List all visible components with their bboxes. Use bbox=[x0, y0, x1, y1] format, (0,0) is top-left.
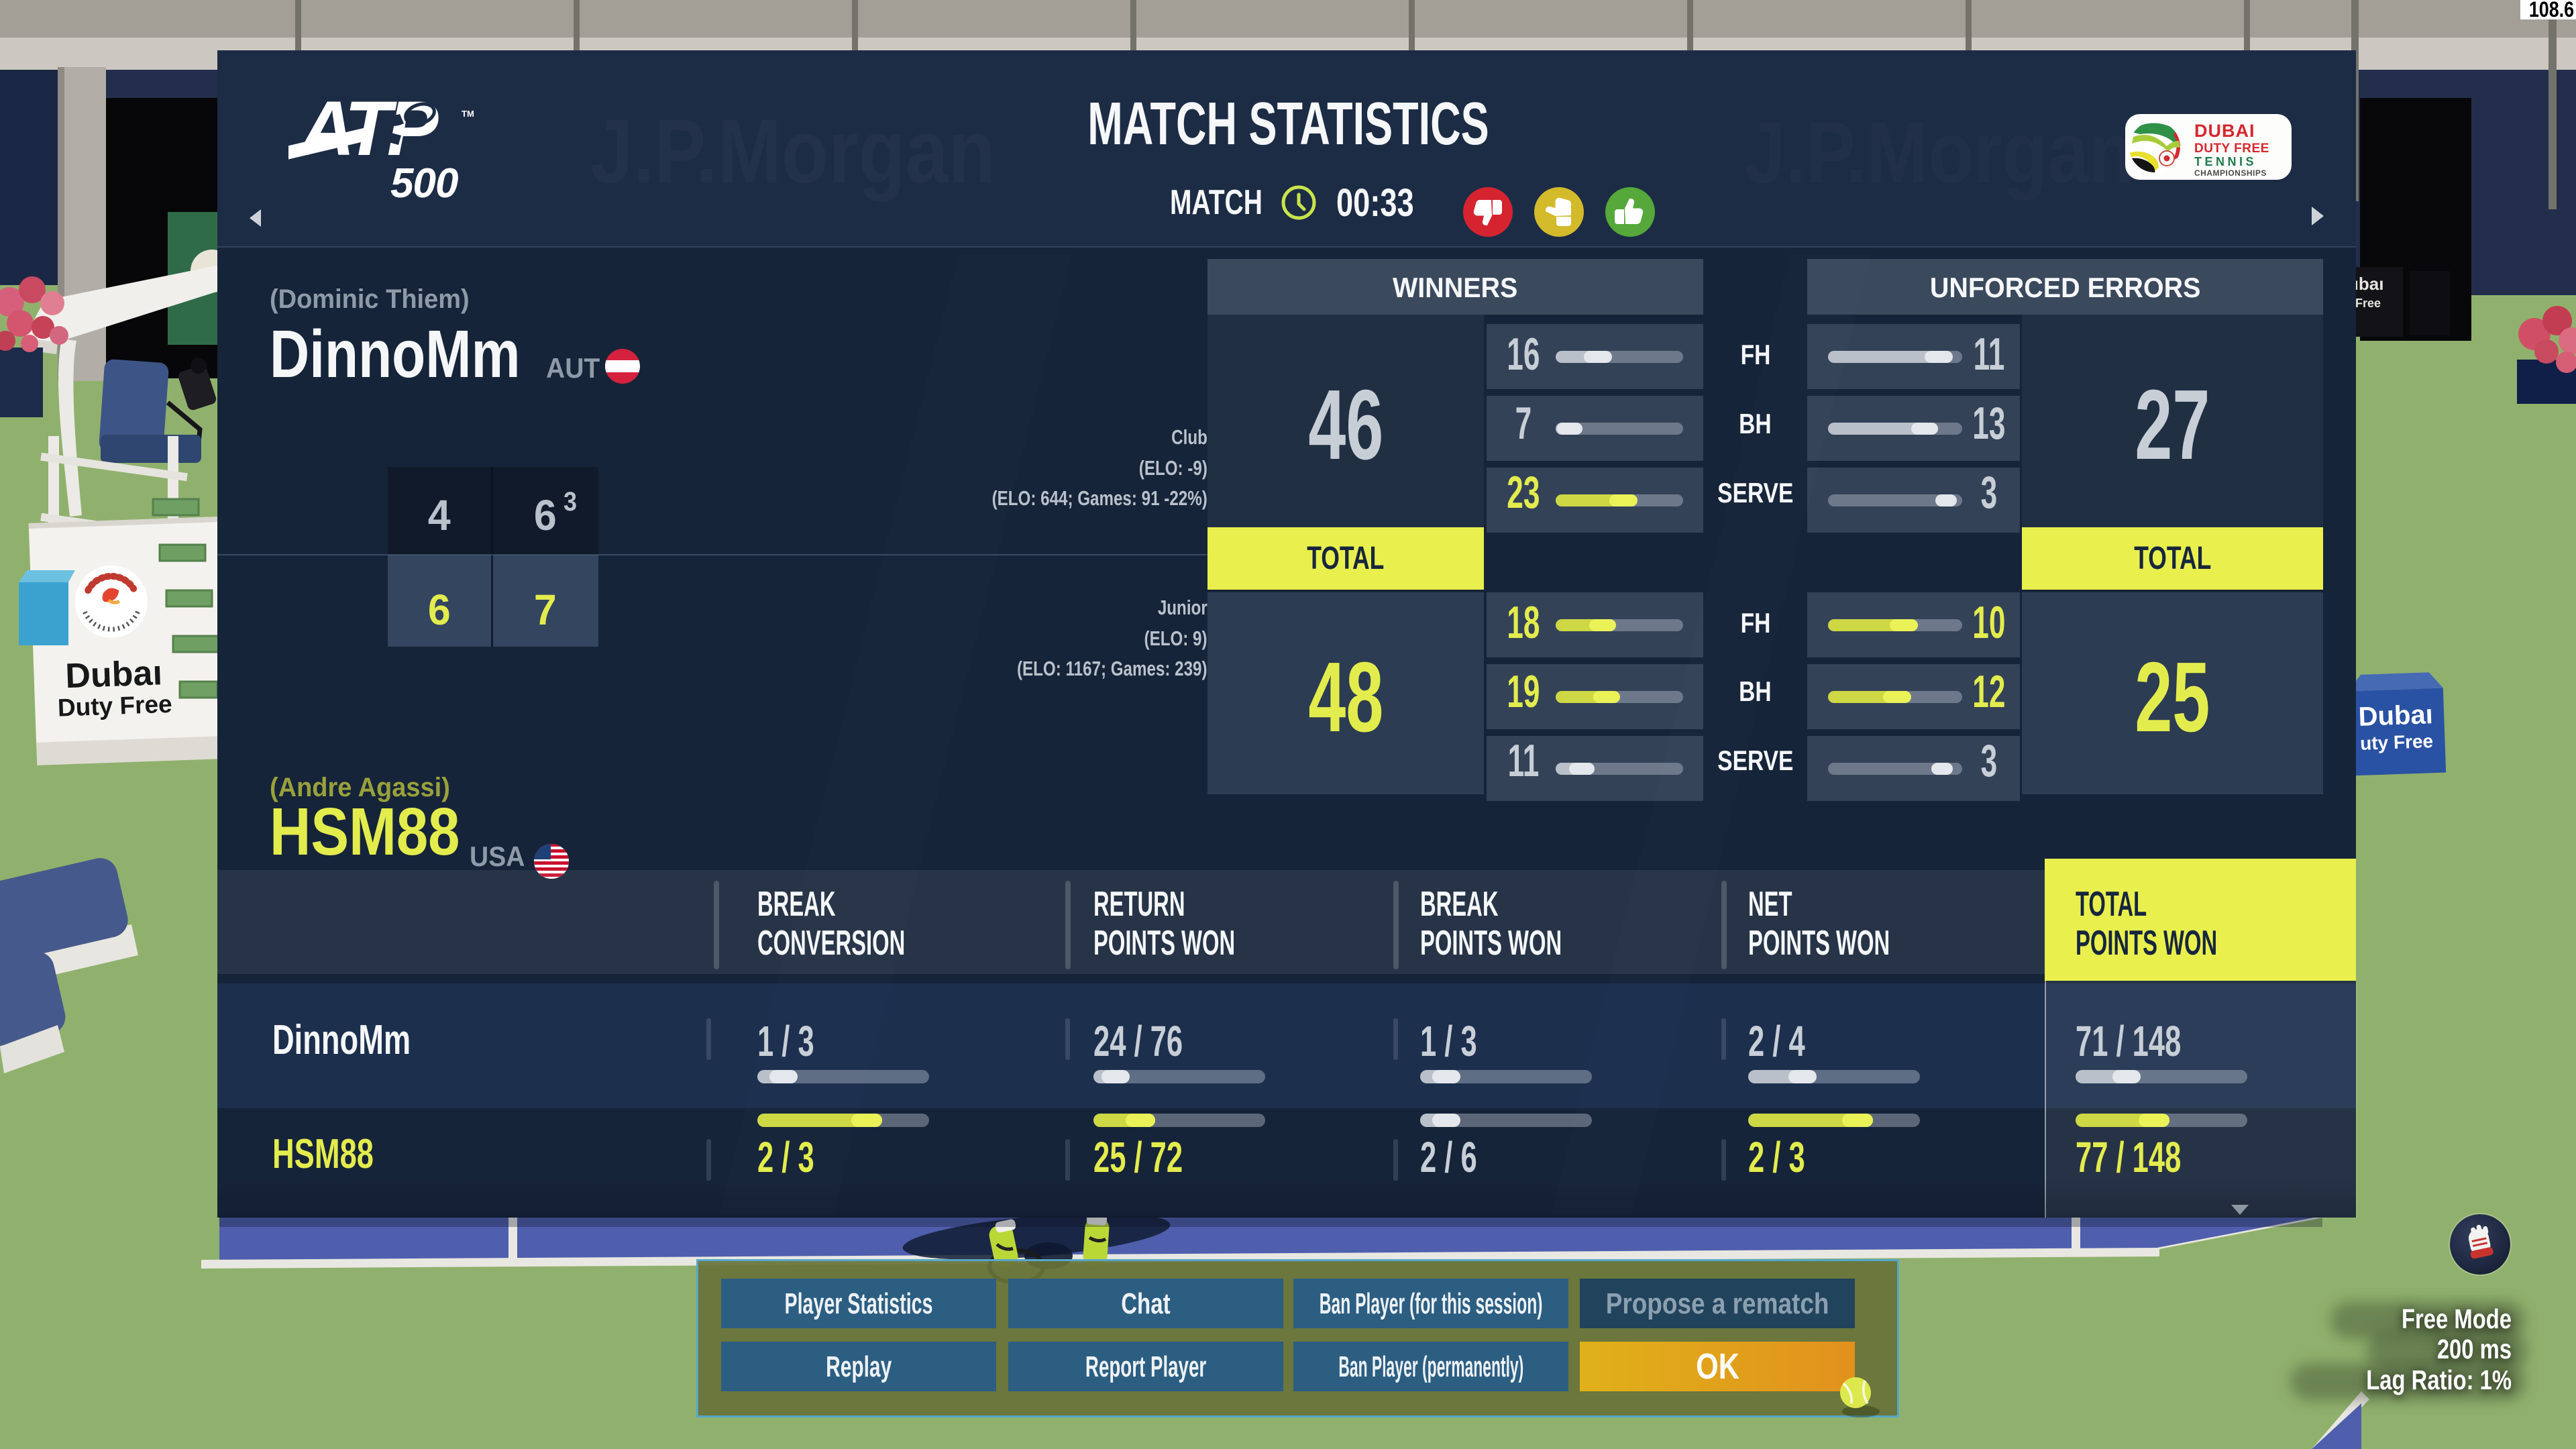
svg-text:uty Free: uty Free bbox=[2360, 731, 2434, 754]
svg-text:DUBAI: DUBAI bbox=[2194, 121, 2255, 141]
svg-text:CHAMPIONSHIPS: CHAMPIONSHIPS bbox=[2194, 168, 2267, 178]
svg-text:500: 500 bbox=[390, 160, 458, 204]
svg-text:DUTY FREE: DUTY FREE bbox=[2194, 142, 2269, 156]
svg-text:Duty Free: Duty Free bbox=[57, 690, 172, 722]
svg-text:Dubaı: Dubaı bbox=[64, 653, 162, 696]
svg-text:ATP: ATP bbox=[297, 90, 439, 172]
svg-text:TENNIS: TENNIS bbox=[2194, 155, 2257, 168]
svg-text:Dubaı: Dubaı bbox=[2358, 700, 2434, 732]
svg-text:TM: TM bbox=[462, 109, 474, 119]
